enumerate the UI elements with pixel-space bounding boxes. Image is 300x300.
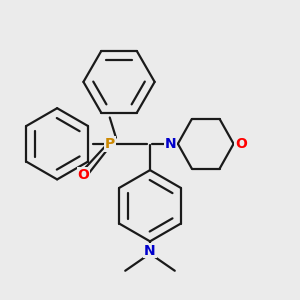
Text: N: N	[165, 137, 176, 151]
Text: O: O	[235, 137, 247, 151]
Text: N: N	[144, 244, 156, 258]
Text: P: P	[105, 137, 115, 151]
Text: O: O	[77, 168, 89, 182]
